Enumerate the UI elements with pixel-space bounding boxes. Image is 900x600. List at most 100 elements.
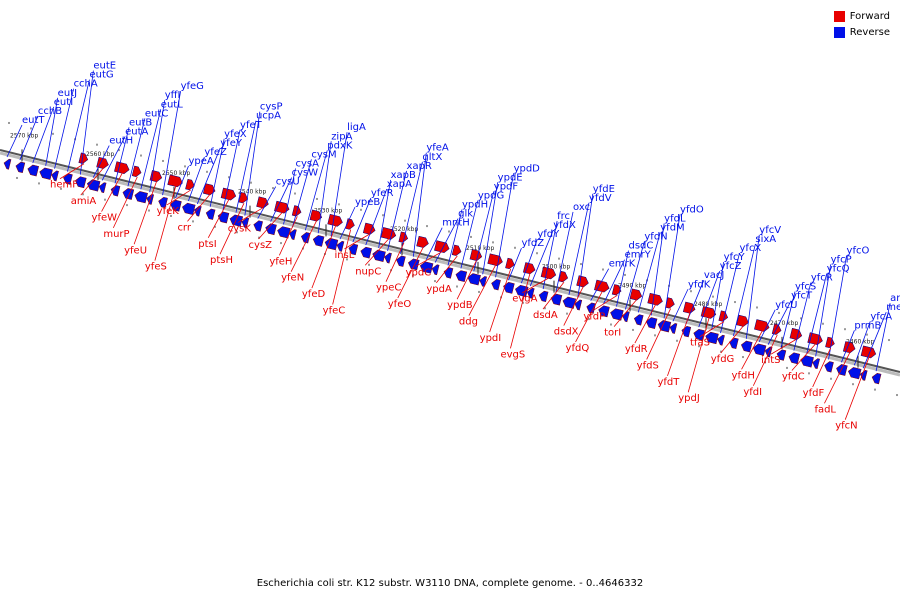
- forward-gene-label: ypdI: [480, 333, 502, 344]
- reverse-gene-label: xapR: [407, 161, 432, 172]
- forward-gene-arrow: [167, 174, 183, 188]
- reverse-gene-arrow: [348, 243, 359, 256]
- lower-guide-dot: [610, 323, 612, 326]
- lower-guide-dot: [412, 274, 414, 277]
- reverse-gene-arrow: [633, 314, 644, 326]
- tick-label: 2550 kbp: [162, 170, 190, 177]
- reverse-gene-arrow: [408, 258, 420, 271]
- tick-label: 2560 kbp: [86, 151, 114, 158]
- reverse-gene-label: yfcS: [795, 282, 816, 293]
- reverse-gene-arrow: [455, 270, 468, 283]
- lower-guide-dot: [38, 182, 40, 185]
- upper-guide-dot: [602, 268, 604, 271]
- forward-gene-label: yfdQ: [566, 343, 590, 354]
- reverse-gene-arrow: [800, 355, 814, 368]
- upper-guide-dot: [690, 290, 692, 293]
- reverse-gene-label: eutE: [93, 61, 116, 72]
- reverse-gene-arrow: [27, 164, 39, 177]
- lower-guide-dot: [676, 339, 678, 342]
- reverse-gene-leader: [79, 70, 94, 175]
- lower-guide-dot: [764, 361, 766, 364]
- forward-gene-label: yfeC: [323, 306, 346, 317]
- upper-guide-dot: [382, 214, 384, 217]
- forward-gene-label: yfeU: [124, 245, 147, 256]
- reverse-gene-label: eutA: [125, 126, 148, 137]
- reverse-gene-leader: [425, 227, 443, 260]
- reverse-gene-label: yfdY: [537, 229, 560, 240]
- forward-gene-label: crr: [177, 222, 191, 233]
- reverse-gene-arrow: [574, 299, 583, 311]
- lower-guide-dot: [126, 204, 128, 207]
- tick-label: 2460 kbp: [846, 339, 874, 346]
- reverse-gene-arrow: [15, 161, 26, 173]
- forward-gene-leader: [290, 220, 317, 272]
- forward-gene-leader: [699, 321, 725, 337]
- upper-guide-dot: [844, 328, 846, 331]
- tick-label: 2510 kbp: [466, 245, 494, 252]
- reverse-gene-label: yfeA: [426, 143, 449, 154]
- upper-guide-dot: [624, 273, 626, 276]
- reverse-gene-arrow: [336, 240, 345, 252]
- reverse-gene-label: eutI: [54, 97, 73, 108]
- reverse-gene-arrow: [538, 290, 549, 303]
- reverse-gene-leader: [317, 141, 332, 234]
- reverse-gene-leader: [650, 223, 665, 316]
- forward-gene-leader: [219, 203, 245, 255]
- reverse-gene-label: gltX: [422, 152, 442, 163]
- reverse-gene-arrow: [431, 264, 440, 276]
- lower-guide-dot: [478, 290, 480, 293]
- reverse-gene-leader: [568, 202, 590, 295]
- forward-gene-leader: [770, 338, 797, 355]
- forward-gene-arrow: [540, 266, 557, 280]
- forward-gene-leader: [436, 255, 458, 284]
- forward-gene-leader: [468, 264, 497, 316]
- legend: Forward Reverse: [833, 8, 890, 40]
- reverse-gene-label: cysA: [296, 158, 320, 169]
- reverse-gene-leader: [270, 177, 292, 222]
- forward-gene-arrow: [78, 152, 89, 164]
- reverse-gene-leader: [698, 270, 721, 328]
- tick-label: 2470 kbp: [770, 320, 798, 327]
- lower-guide-dot: [258, 236, 260, 239]
- reverse-gene-arrow: [836, 364, 848, 376]
- forward-gene-arrow: [629, 288, 643, 301]
- forward-gene-label: murP: [103, 229, 129, 240]
- reverse-gene-leader: [209, 138, 225, 207]
- reverse-gene-arrow: [134, 191, 148, 204]
- upper-guide-dot: [470, 235, 472, 238]
- reverse-gene-label: yfeT: [240, 120, 263, 131]
- forward-gene-label: yfeN: [281, 273, 304, 284]
- forward-gene-label: yfdR: [625, 344, 648, 355]
- lower-guide-dot: [148, 209, 150, 212]
- reverse-gene-label: oxc: [573, 202, 590, 213]
- lower-guide-dot: [192, 220, 194, 223]
- forward-gene-leader: [166, 189, 191, 206]
- forward-swatch: [833, 10, 845, 22]
- forward-gene-arrow: [398, 231, 409, 243]
- reverse-gene-leader: [624, 241, 645, 310]
- reverse-gene-leader: [758, 309, 776, 342]
- forward-gene-label: cysZ: [249, 240, 273, 251]
- lower-guide-dot: [830, 377, 832, 380]
- lower-guide-dot: [280, 242, 282, 245]
- upper-guide-dot: [734, 301, 736, 304]
- reverse-gene-label: ypeB: [355, 197, 380, 208]
- reverse-gene-label: yfdL: [664, 213, 686, 224]
- reverse-gene-label: aroC: [890, 293, 900, 304]
- reverse-gene-leader: [365, 188, 388, 246]
- forward-gene-label: nupC: [355, 266, 381, 277]
- forward-gene-label: yfdS: [637, 360, 659, 371]
- reverse-gene-arrow: [75, 176, 87, 189]
- forward-gene-arrow: [202, 183, 216, 196]
- upper-guide-dot: [118, 149, 120, 152]
- reverse-gene-label: yfcT: [791, 291, 813, 302]
- forward-gene-arrow: [700, 306, 717, 319]
- forward-gene-label: dsdX: [554, 327, 579, 338]
- forward-gene-leader: [311, 224, 337, 289]
- reverse-gene-arrow: [467, 273, 481, 286]
- tick-label: 2570 kbp: [10, 132, 38, 139]
- reverse-gene-label: yfcX: [740, 243, 762, 254]
- reverse-gene-leader: [45, 97, 59, 166]
- reverse-gene-arrow: [693, 328, 705, 341]
- reverse-gene-label: cysU: [276, 177, 300, 188]
